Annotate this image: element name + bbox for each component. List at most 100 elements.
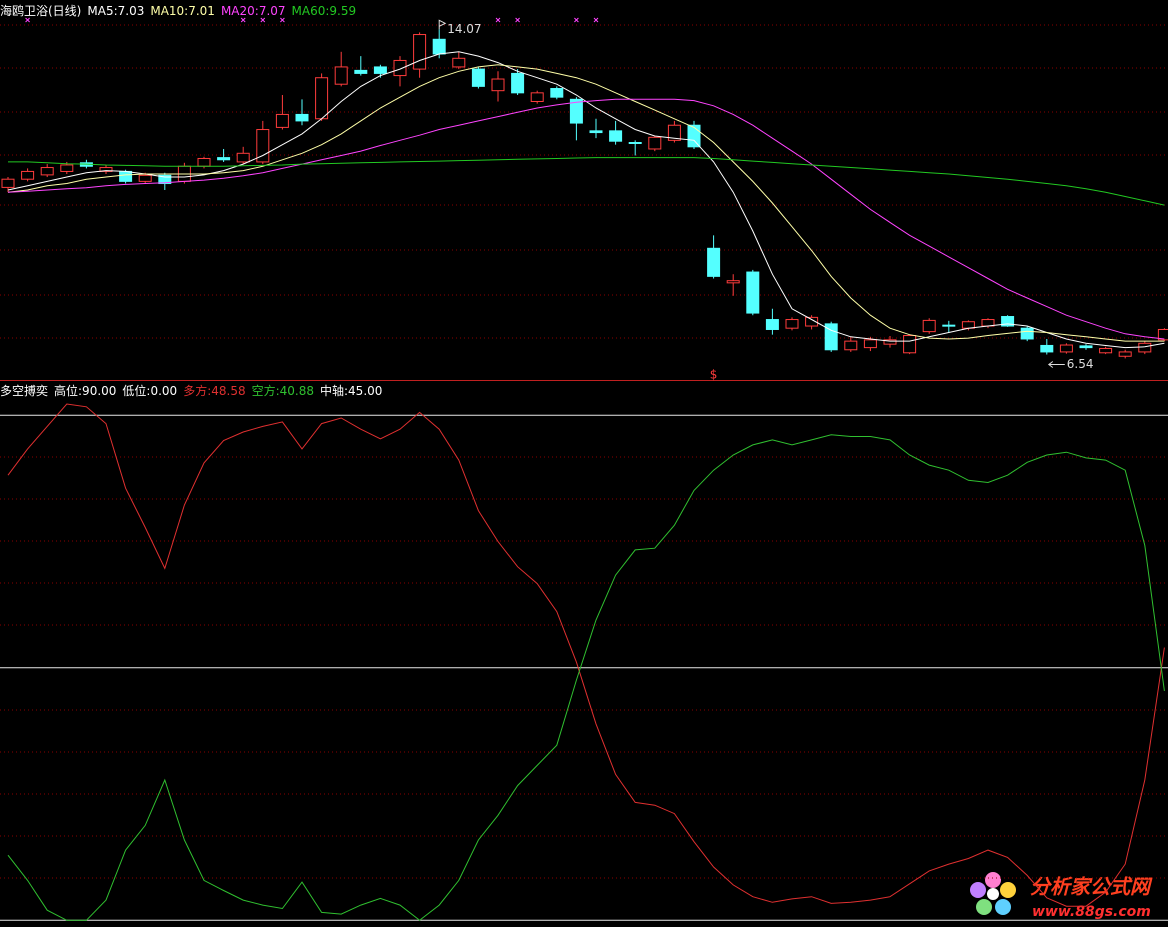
annotation-flag xyxy=(438,19,447,30)
oscillator-line xyxy=(7,434,1165,921)
candle-body xyxy=(569,98,583,124)
signal-marker xyxy=(593,17,599,23)
candle-body xyxy=(805,316,819,327)
candle-body xyxy=(687,124,701,148)
candle-body xyxy=(1059,344,1073,353)
signal-dollar: $ xyxy=(710,368,718,382)
candle-body xyxy=(236,152,250,163)
candle-body xyxy=(119,170,133,182)
signal-marker xyxy=(515,17,520,23)
oscillator-line xyxy=(7,403,1165,907)
legend-item: MA10:7.01 xyxy=(150,4,215,18)
signal-cross xyxy=(515,17,520,23)
signal-marker xyxy=(574,17,579,23)
candle-body xyxy=(609,130,623,142)
candle-body xyxy=(138,174,152,182)
ma-line xyxy=(7,51,1165,349)
legend-item: MA20:7.07 xyxy=(220,4,286,18)
legend-item: 多方:48.58 xyxy=(183,384,246,398)
annotation-label: 14.07 xyxy=(447,22,481,36)
indicator-item: 低位:0.00 xyxy=(122,384,178,398)
title: 多空搏奕 xyxy=(0,384,49,398)
candle-body xyxy=(961,321,975,329)
candle-body xyxy=(648,136,662,150)
candle-body xyxy=(217,157,231,161)
ma-line xyxy=(7,64,1165,342)
signal-cross xyxy=(495,17,501,23)
candle-body xyxy=(413,34,427,70)
candle-body xyxy=(511,72,525,94)
signal-marker xyxy=(280,17,285,23)
indicator-item: 中轴:45.00 xyxy=(320,384,383,398)
candle-body xyxy=(726,280,740,284)
indicator-header: 多空搏奕 高位:90.00 低位:0.00 多方:48.58 空方:40.88 中轴:45… xyxy=(0,382,388,399)
signal-marker xyxy=(495,17,501,23)
candle-body xyxy=(589,130,603,134)
candle-body xyxy=(315,77,329,120)
title: 海鸥卫浴(日线) xyxy=(0,4,82,18)
candle-body xyxy=(60,164,74,172)
candle-body xyxy=(746,271,760,314)
candle-body xyxy=(373,66,387,74)
candle-body xyxy=(1079,345,1093,349)
legend-item: 空方:40.88 xyxy=(251,384,314,398)
candle-body xyxy=(452,57,466,68)
candle-body xyxy=(491,78,505,92)
candle-body xyxy=(1,178,15,188)
signal-cross xyxy=(240,17,246,23)
candle-body xyxy=(530,92,544,102)
candle-body xyxy=(158,174,172,185)
candle-body xyxy=(21,170,35,180)
signal-marker xyxy=(240,17,246,23)
candle-body xyxy=(942,324,956,327)
candle-body xyxy=(275,113,289,128)
candle-body xyxy=(903,335,917,354)
candle-body xyxy=(354,69,368,74)
candle-body xyxy=(922,319,936,333)
candle-body xyxy=(1001,316,1015,327)
candle-body xyxy=(824,323,838,351)
candle-body xyxy=(863,339,877,349)
signal-cross xyxy=(593,17,599,23)
candle-body xyxy=(1118,351,1132,357)
candle-body xyxy=(1099,347,1113,354)
candle-body xyxy=(628,142,642,144)
candle-body xyxy=(667,124,681,141)
candle-body xyxy=(1040,344,1054,353)
signal-marker xyxy=(25,17,30,23)
candle-body xyxy=(471,68,485,87)
candle-body xyxy=(707,247,721,277)
signal-cross xyxy=(260,17,266,23)
candle-body xyxy=(295,113,309,122)
candle-body xyxy=(883,339,897,345)
candle-body xyxy=(40,167,54,176)
signal-cross xyxy=(25,17,30,23)
candle-body xyxy=(393,59,407,77)
annotation-label: 6.54 xyxy=(1067,357,1094,371)
indicator-item: 高位:90.00 xyxy=(54,384,117,398)
candle-body xyxy=(765,319,779,330)
annotation-arrow xyxy=(1047,361,1065,368)
candle-body xyxy=(785,319,799,329)
signal-cross xyxy=(280,17,285,23)
candle-body xyxy=(1020,327,1034,340)
legend-item: MA5:7.03 xyxy=(87,4,145,18)
candle-body xyxy=(432,38,446,55)
ma-line xyxy=(8,157,1165,206)
watermark-logo xyxy=(970,872,1016,915)
watermark-url: www.88gs.com xyxy=(1032,904,1151,920)
candle-body xyxy=(197,157,211,167)
candle-body xyxy=(844,340,858,351)
candle-body xyxy=(550,88,564,98)
main-header: 海鸥卫浴(日线) MA5:7.03 MA10:7.01 MA20:7.07 MA60:9… xyxy=(0,2,362,19)
candle-body xyxy=(1138,342,1152,353)
candle-body xyxy=(1157,328,1168,341)
ma-line xyxy=(7,98,1165,340)
candle-body xyxy=(99,167,113,172)
legend-item: MA60:9.59 xyxy=(291,4,357,18)
candle-body xyxy=(334,66,348,85)
signal-cross xyxy=(574,17,579,23)
signal-marker xyxy=(260,17,266,23)
